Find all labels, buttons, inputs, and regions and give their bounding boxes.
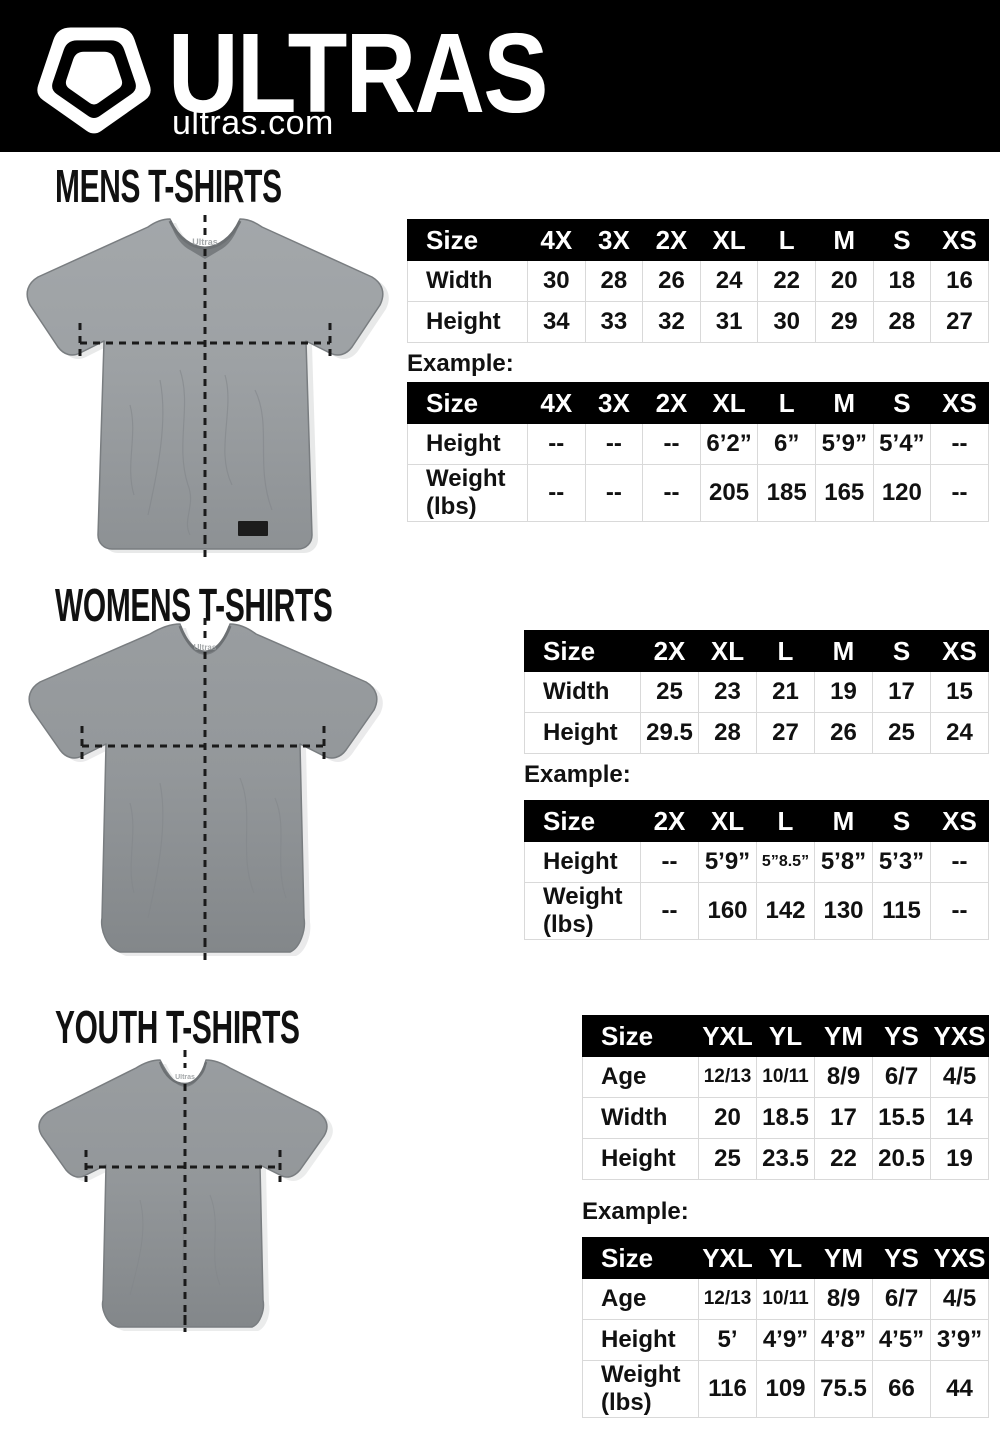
svg-text:Ultras: Ultras — [175, 1074, 195, 1081]
svg-text:Ultras: Ultras — [192, 237, 218, 247]
svg-text:Ultras: Ultras — [194, 643, 217, 652]
